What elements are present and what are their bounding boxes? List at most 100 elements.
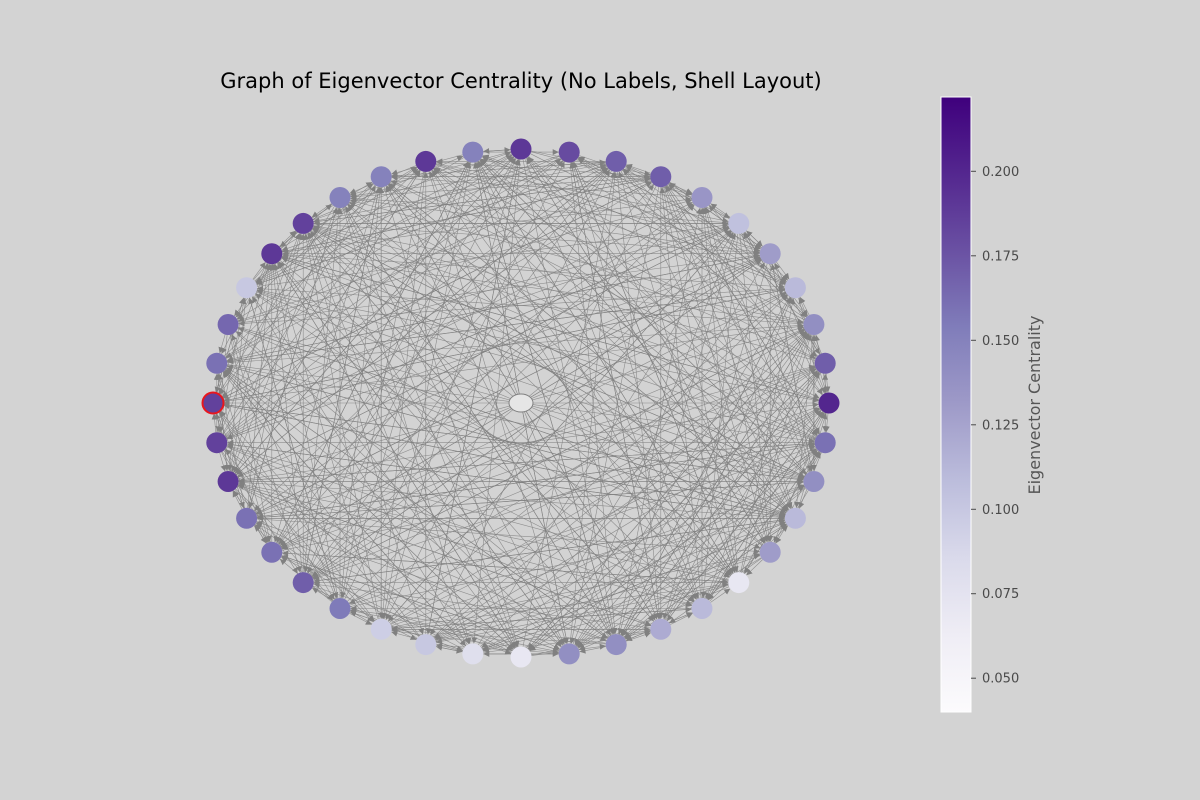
edge bbox=[390, 181, 820, 399]
edge bbox=[309, 231, 655, 622]
edge bbox=[238, 288, 786, 327]
edge bbox=[226, 367, 693, 605]
edge bbox=[349, 201, 816, 439]
edge bbox=[313, 585, 512, 655]
edge bbox=[569, 162, 660, 620]
edge bbox=[233, 170, 421, 473]
edge bbox=[342, 207, 472, 644]
edge bbox=[281, 555, 560, 652]
edge bbox=[385, 170, 612, 621]
edge bbox=[659, 187, 702, 599]
edge bbox=[225, 369, 608, 639]
edge bbox=[225, 157, 561, 359]
edge bbox=[709, 525, 789, 602]
edge bbox=[527, 157, 790, 511]
edge bbox=[620, 170, 791, 510]
edge bbox=[340, 171, 425, 599]
colorbar-label: Eigenvector Centrality bbox=[1025, 316, 1044, 495]
edge bbox=[211, 413, 218, 433]
colorbar-tick-label: 0.150 bbox=[982, 334, 1019, 349]
edge bbox=[238, 483, 692, 608]
edge bbox=[237, 485, 607, 641]
edge bbox=[238, 440, 815, 482]
edge bbox=[223, 404, 786, 519]
edge bbox=[435, 447, 816, 641]
edge bbox=[279, 260, 695, 603]
edge bbox=[434, 369, 817, 639]
edge bbox=[223, 370, 467, 647]
edge bbox=[222, 181, 652, 399]
edge bbox=[435, 164, 786, 286]
graph-node bbox=[818, 392, 840, 414]
edge bbox=[313, 224, 816, 361]
edge bbox=[226, 201, 693, 439]
edge bbox=[570, 162, 700, 599]
edge bbox=[349, 367, 816, 605]
edge bbox=[379, 171, 426, 619]
edge bbox=[305, 233, 425, 635]
edge bbox=[310, 230, 695, 602]
edge bbox=[700, 207, 739, 573]
edge bbox=[665, 333, 810, 621]
edge bbox=[391, 483, 805, 627]
edge bbox=[227, 322, 804, 363]
edge bbox=[350, 195, 729, 223]
graph-node bbox=[691, 598, 713, 619]
edge bbox=[477, 161, 698, 600]
self-loop bbox=[508, 393, 534, 413]
edge bbox=[313, 225, 820, 400]
graph-node bbox=[728, 212, 750, 234]
edge bbox=[391, 627, 606, 645]
edge bbox=[312, 292, 787, 578]
edge bbox=[390, 368, 817, 625]
edge bbox=[703, 207, 793, 509]
graph-node bbox=[261, 541, 283, 563]
graph-node bbox=[728, 572, 750, 594]
edge bbox=[256, 285, 804, 325]
edge bbox=[313, 151, 512, 221]
graph-node bbox=[292, 212, 314, 234]
edge bbox=[309, 184, 655, 575]
edge bbox=[435, 163, 761, 253]
graph-node bbox=[217, 314, 239, 335]
edge bbox=[281, 257, 805, 478]
edge bbox=[226, 365, 786, 517]
edge bbox=[622, 371, 820, 637]
edge bbox=[431, 170, 697, 600]
edge bbox=[282, 176, 651, 252]
edge bbox=[434, 167, 817, 437]
colorbar: 0.050 0.075 0.100 0.125 0.150 0.175 0.200 Eige… bbox=[940, 96, 1044, 713]
edge bbox=[528, 370, 818, 650]
edge bbox=[237, 328, 761, 549]
edge bbox=[256, 289, 816, 441]
graph-node bbox=[814, 432, 836, 454]
edge bbox=[303, 186, 380, 573]
edge bbox=[256, 289, 819, 403]
edge bbox=[389, 183, 788, 512]
edge bbox=[255, 524, 418, 639]
edge bbox=[255, 258, 761, 514]
edge bbox=[435, 165, 816, 359]
edge bbox=[573, 161, 766, 544]
edge bbox=[482, 155, 786, 285]
edge bbox=[255, 203, 694, 513]
edge bbox=[256, 364, 816, 516]
graph-node bbox=[329, 187, 351, 208]
edge bbox=[349, 445, 816, 606]
graph-node bbox=[605, 150, 627, 172]
graph-node bbox=[510, 138, 532, 160]
graph-node bbox=[206, 352, 228, 374]
edge bbox=[222, 371, 420, 637]
edge bbox=[349, 612, 372, 625]
graph-node bbox=[650, 618, 672, 640]
colorbar-ticks: 0.050 0.075 0.100 0.125 0.150 0.175 0.200 bbox=[971, 165, 1019, 687]
graph-node bbox=[217, 471, 239, 492]
edge bbox=[313, 223, 760, 256]
graph-node bbox=[236, 507, 258, 529]
edge bbox=[252, 295, 515, 649]
edge bbox=[312, 228, 787, 514]
edge bbox=[391, 159, 606, 177]
graph-node bbox=[759, 541, 781, 563]
edge bbox=[340, 187, 383, 599]
edge bbox=[617, 233, 737, 635]
